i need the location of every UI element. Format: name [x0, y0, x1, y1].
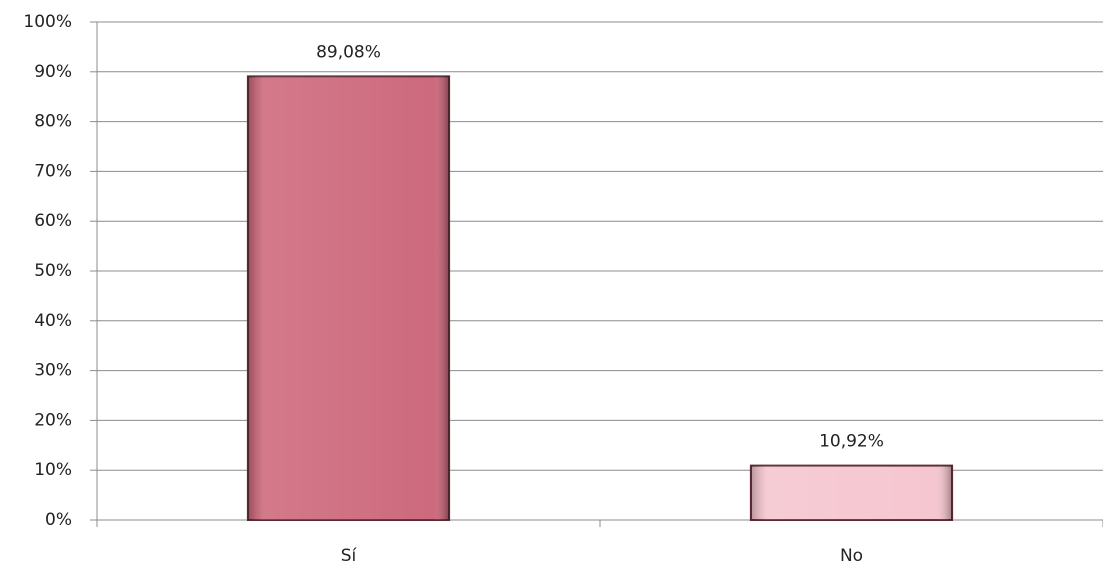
y-tick-label: 100% — [23, 12, 72, 32]
x-tick-label: Sí — [341, 546, 358, 566]
bar-shine — [750, 465, 953, 520]
y-tick-label: 30% — [34, 361, 72, 381]
y-tick-label: 0% — [45, 510, 72, 530]
value-label: 10,92% — [819, 432, 884, 452]
value-label: 89,08% — [316, 42, 381, 62]
y-tick-label: 10% — [34, 460, 72, 480]
y-tick-label: 80% — [34, 112, 72, 132]
y-tick-label: 50% — [34, 261, 72, 281]
y-tick-label: 90% — [34, 62, 72, 82]
y-tick-label: 70% — [34, 161, 72, 181]
bar-shine — [247, 76, 450, 521]
y-tick-label: 40% — [34, 311, 72, 331]
y-tick-label: 20% — [34, 410, 72, 430]
x-tick-label: No — [840, 546, 863, 566]
y-tick-label: 60% — [34, 211, 72, 231]
